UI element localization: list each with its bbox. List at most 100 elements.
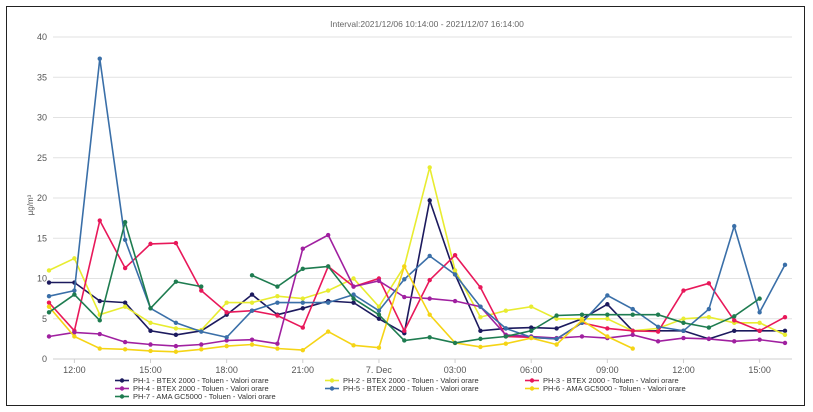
data-point[interactable] (630, 306, 635, 312)
data-point[interactable] (97, 298, 102, 304)
legend-item[interactable]: PH-2 - BTEX 2000 - Toluen - Valori orare (325, 376, 479, 385)
data-point[interactable] (529, 325, 534, 330)
data-point[interactable] (655, 312, 661, 317)
data-point[interactable] (351, 276, 356, 281)
data-point[interactable] (376, 312, 382, 317)
data-point[interactable] (199, 284, 204, 289)
data-point[interactable] (681, 320, 686, 325)
data-point[interactable] (732, 318, 737, 323)
data-point[interactable] (605, 334, 610, 339)
data-point[interactable] (97, 318, 102, 323)
data-point[interactable] (325, 329, 331, 334)
data-point[interactable] (579, 312, 585, 317)
data-point[interactable] (732, 339, 737, 344)
data-point[interactable] (478, 314, 483, 320)
data-point[interactable] (427, 312, 432, 317)
data-point[interactable] (122, 219, 128, 225)
data-point[interactable] (224, 343, 229, 349)
data-point[interactable] (46, 300, 52, 305)
data-point[interactable] (325, 264, 331, 269)
data-point[interactable] (199, 342, 204, 347)
data-point[interactable] (72, 256, 77, 261)
data-point[interactable] (325, 232, 331, 238)
data-point[interactable] (72, 292, 77, 297)
data-point[interactable] (605, 326, 610, 331)
data-point[interactable] (275, 341, 280, 346)
data-point[interactable] (503, 308, 509, 313)
data-point[interactable] (782, 328, 788, 334)
data-point[interactable] (605, 293, 610, 298)
data-point[interactable] (351, 284, 356, 289)
data-point[interactable] (199, 329, 204, 334)
data-point[interactable] (275, 313, 280, 318)
data-point[interactable] (503, 341, 509, 346)
data-point[interactable] (122, 300, 128, 305)
data-point[interactable] (148, 348, 153, 354)
data-point[interactable] (275, 284, 280, 289)
data-point[interactable] (122, 304, 128, 309)
data-point[interactable] (376, 316, 382, 321)
data-point[interactable] (478, 344, 483, 350)
data-point[interactable] (148, 328, 153, 334)
data-point[interactable] (402, 338, 407, 343)
data-point[interactable] (427, 277, 432, 283)
data-point[interactable] (173, 326, 179, 331)
data-point[interactable] (325, 288, 331, 293)
data-point[interactable] (148, 342, 153, 347)
data-point[interactable] (173, 320, 179, 325)
data-point[interactable] (402, 277, 407, 282)
data-point[interactable] (173, 332, 179, 338)
data-point[interactable] (630, 332, 635, 338)
data-point[interactable] (529, 335, 534, 341)
data-point[interactable] (478, 336, 483, 342)
data-point[interactable] (630, 346, 635, 351)
data-point[interactable] (503, 334, 509, 339)
data-point[interactable] (275, 300, 280, 305)
data-point[interactable] (300, 306, 305, 311)
legend-item[interactable]: PH-1 - BTEX 2000 - Toluen - Valori orare (115, 376, 269, 385)
data-point[interactable] (478, 304, 483, 309)
data-point[interactable] (46, 268, 52, 273)
legend-item[interactable]: PH-4 - BTEX 2000 - Toluen - Valori orare (115, 384, 269, 393)
data-point[interactable] (452, 340, 458, 346)
data-point[interactable] (122, 237, 128, 243)
data-point[interactable] (72, 334, 77, 339)
data-point[interactable] (300, 347, 305, 353)
data-point[interactable] (376, 304, 382, 309)
data-point[interactable] (275, 346, 280, 351)
data-point[interactable] (376, 278, 382, 284)
data-point[interactable] (224, 310, 229, 315)
data-point[interactable] (402, 328, 407, 334)
data-point[interactable] (72, 288, 77, 293)
data-point[interactable] (199, 288, 204, 293)
data-point[interactable] (478, 328, 483, 334)
data-point[interactable] (554, 336, 559, 342)
data-point[interactable] (46, 304, 52, 309)
data-point[interactable] (732, 328, 737, 334)
data-point[interactable] (224, 335, 229, 340)
data-point[interactable] (529, 328, 534, 334)
data-point[interactable] (782, 314, 788, 320)
data-point[interactable] (554, 313, 559, 318)
data-point[interactable] (579, 334, 585, 339)
legend-item[interactable]: PH-3 - BTEX 2000 - Toluen - Valori orare (525, 376, 679, 385)
data-point[interactable] (427, 165, 432, 170)
data-point[interactable] (122, 339, 128, 345)
data-point[interactable] (757, 320, 762, 325)
data-point[interactable] (579, 318, 585, 323)
data-point[interactable] (706, 281, 712, 286)
legend[interactable]: PH-1 - BTEX 2000 - Toluen - Valori orare… (115, 376, 686, 401)
data-point[interactable] (300, 300, 305, 305)
data-point[interactable] (452, 252, 458, 258)
data-point[interactable] (249, 273, 255, 278)
data-point[interactable] (630, 312, 635, 317)
data-point[interactable] (376, 345, 382, 350)
data-point[interactable] (655, 329, 661, 334)
legend-item[interactable]: PH-6 - AMA GC5000 - Toluen - Valori orar… (525, 384, 686, 393)
data-point[interactable] (757, 328, 762, 334)
data-point[interactable] (224, 338, 229, 343)
data-point[interactable] (199, 347, 204, 352)
data-point[interactable] (732, 314, 737, 319)
data-point[interactable] (782, 340, 788, 346)
data-point[interactable] (376, 308, 382, 313)
